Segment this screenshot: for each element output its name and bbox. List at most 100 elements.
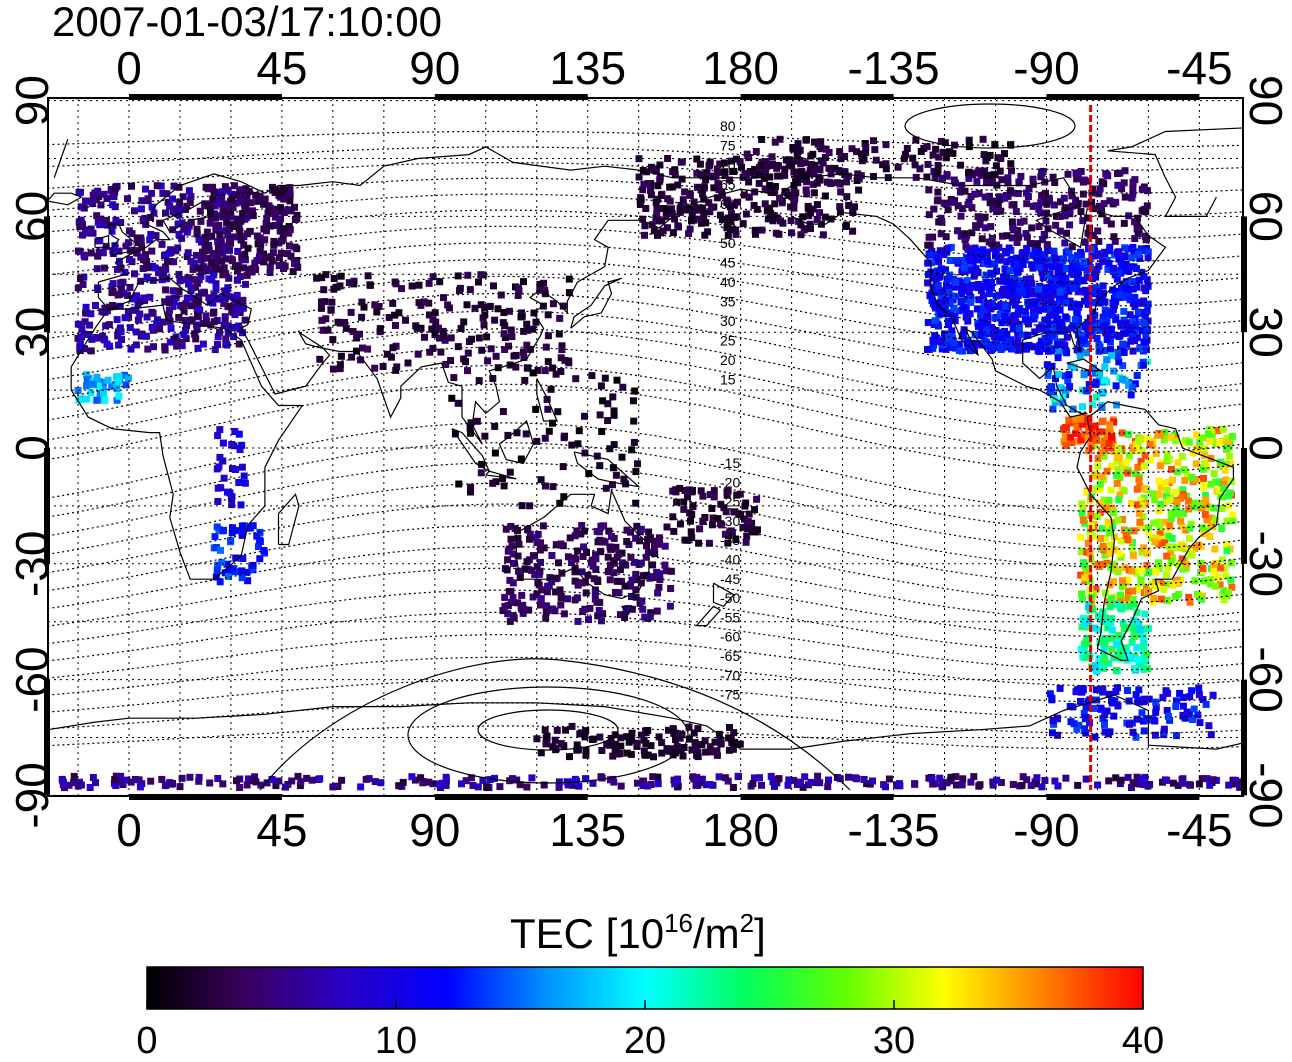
tec-cell	[625, 738, 633, 746]
tec-cell	[114, 332, 122, 340]
tec-cell	[358, 313, 366, 321]
tec-cell	[1148, 534, 1156, 542]
tec-cell	[263, 227, 270, 235]
tec-cell	[762, 169, 770, 177]
tec-cell	[1089, 308, 1097, 316]
tec-cell	[1078, 548, 1086, 556]
tec-cell	[1083, 292, 1091, 300]
tec-cell	[142, 332, 150, 340]
tec-cell	[76, 344, 84, 352]
tec-cell	[1065, 416, 1073, 424]
tec-cell	[924, 346, 931, 353]
tec-cell	[612, 543, 620, 551]
tec-cell	[1073, 423, 1081, 431]
tec-cell	[649, 561, 657, 569]
tec-cell	[960, 264, 968, 272]
tec-cell	[895, 780, 903, 788]
tec-cell	[557, 354, 565, 362]
tec-cell	[1088, 290, 1096, 298]
tec-cell	[1133, 715, 1141, 723]
tec-cell	[632, 593, 640, 601]
tec-cell	[520, 605, 528, 613]
tec-cell	[1106, 421, 1114, 429]
tec-cell	[953, 257, 960, 265]
tec-cell	[654, 231, 661, 239]
tec-cell	[1100, 546, 1108, 554]
tec-cell	[1167, 514, 1175, 522]
tec-cell	[838, 168, 846, 176]
tec-cell	[967, 295, 975, 303]
tec-cell	[499, 607, 507, 615]
tec-cell	[477, 469, 485, 477]
tec-cell	[558, 342, 566, 350]
tec-cell	[924, 319, 932, 326]
coastline	[712, 582, 735, 608]
tec-cell	[460, 318, 468, 326]
tec-cell	[202, 312, 210, 320]
tec-cell	[89, 229, 97, 237]
tec-cell	[1084, 434, 1092, 442]
tec-cell	[929, 274, 937, 282]
contour-line	[48, 364, 1243, 454]
tec-cell	[1085, 381, 1093, 388]
tec-cell	[1176, 689, 1184, 697]
tec-cell	[1113, 275, 1121, 283]
tec-cell	[1132, 626, 1140, 634]
tec-cell	[121, 371, 128, 379]
tec-cell	[785, 776, 793, 784]
tec-cell	[574, 440, 582, 448]
tec-cell	[1044, 315, 1052, 323]
tec-cell	[439, 327, 447, 335]
tec-cell	[143, 273, 151, 281]
tec-cell	[556, 314, 564, 322]
tec-cell	[1222, 572, 1230, 580]
tec-cell	[239, 304, 247, 312]
tec-cell	[1114, 348, 1122, 356]
tec-cell	[936, 337, 944, 345]
tec-cell	[755, 179, 763, 187]
tec-cell	[1111, 237, 1119, 245]
tec-cell	[1107, 486, 1115, 494]
tec-cell	[685, 486, 693, 494]
tec-cell	[216, 231, 224, 239]
tec-cell	[712, 172, 720, 180]
tec-cell	[971, 169, 978, 177]
tec-cell	[696, 525, 704, 533]
tec-cell	[958, 205, 966, 213]
tec-cell	[1096, 185, 1104, 193]
tec-cell	[627, 733, 635, 741]
tec-cell	[1026, 298, 1034, 306]
tec-cell	[958, 781, 966, 789]
contour-labels: 8075706560555045403530252015-15-20-25-30…	[720, 118, 740, 703]
tec-cell	[983, 172, 991, 179]
tec-cell	[1082, 704, 1090, 712]
tec-cell	[106, 303, 114, 311]
tec-cell	[702, 176, 710, 184]
tec-cell	[699, 172, 707, 180]
tec-cell	[1223, 541, 1231, 548]
tec-cell	[216, 426, 224, 434]
tec-cell	[235, 479, 243, 486]
tec-cell	[688, 215, 696, 223]
tec-cell	[210, 271, 218, 279]
tec-cell	[1021, 316, 1029, 324]
tec-cell	[440, 294, 447, 302]
tec-cell	[659, 227, 667, 235]
tec-cell	[536, 546, 544, 554]
tec-cell	[1122, 278, 1130, 286]
tec-cell	[190, 294, 198, 302]
tec-cell	[159, 318, 167, 326]
tec-cell	[1141, 610, 1149, 618]
tec-cell	[611, 731, 619, 739]
tec-cell	[1134, 501, 1142, 509]
tec-cell	[992, 292, 1000, 300]
tec-cell	[656, 175, 664, 183]
tec-cell	[1047, 299, 1055, 307]
tec-cell	[1089, 232, 1097, 239]
tec-cell	[858, 157, 866, 165]
tec-cell	[943, 275, 951, 283]
tec-cell	[291, 259, 299, 267]
tec-cell	[223, 219, 231, 227]
tec-cell	[836, 203, 844, 211]
tec-cell	[746, 168, 754, 175]
